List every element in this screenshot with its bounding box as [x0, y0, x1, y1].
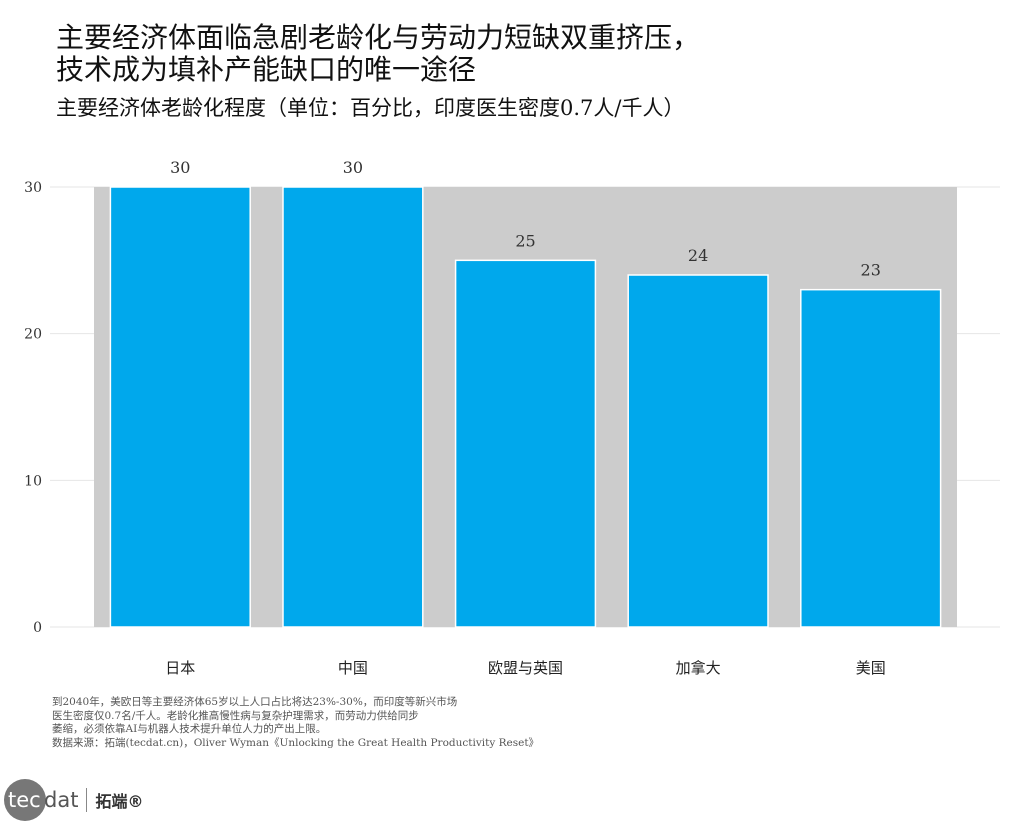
- tecdat-logo: tec dat 拓端®: [4, 779, 143, 821]
- x-tick-label: 加拿大: [676, 659, 721, 677]
- bar-chart: 0 10 20 30 30 日本 30 中国 25 欧盟与英国 24 加拿大 23 美国: [24, 158, 1000, 677]
- bar: [627, 274, 769, 628]
- logo-cn-text: 拓端®: [95, 792, 144, 811]
- note-line-1: 到2040年，美欧日等主要经济体65岁以上人口占比将达23%-30%，而印度等新…: [52, 696, 458, 708]
- chart-notes: 到2040年，美欧日等主要经济体65岁以上人口占比将达23%-30%，而印度等新…: [52, 696, 539, 750]
- bar: [109, 186, 251, 628]
- y-tick-label: 10: [24, 473, 42, 489]
- bar: [282, 186, 424, 628]
- note-line-2: 医生密度仅0.7名/千人。老龄化推高慢性病与复杂护理需求，而劳动力供给同步: [52, 709, 419, 722]
- x-tick-label: 欧盟与英国: [488, 659, 563, 677]
- data-label: 30: [343, 158, 363, 177]
- x-tick-label: 中国: [338, 659, 368, 677]
- data-label: 24: [688, 246, 708, 265]
- note-line-3: 萎缩，必须依靠AI与机器人技术提升单位人力的产出上限。: [52, 723, 327, 735]
- y-tick-label: 30: [24, 180, 42, 196]
- y-tick-label: 0: [33, 620, 42, 636]
- bar: [454, 259, 597, 628]
- chart-title-line-2: 技术成为填补产能缺口的唯一途径: [56, 53, 477, 86]
- logo-divider: [86, 788, 88, 812]
- x-tick-label: 美国: [856, 659, 886, 677]
- data-label: 25: [515, 231, 535, 250]
- y-tick-label: 20: [24, 327, 42, 343]
- x-tick-label: 日本: [165, 659, 195, 677]
- source-line: 数据来源：拓端(tecdat.cn)，Oliver Wyman《Unlockin…: [52, 736, 540, 749]
- chart-title-line-1: 主要经济体面临急剧老龄化与劳动力短缺双重挤压，: [56, 21, 701, 54]
- logo-circle: tec: [4, 779, 46, 821]
- data-label: 23: [861, 261, 881, 280]
- logo-text: dat: [44, 788, 79, 812]
- chart-title: 主要经济体面临急剧老龄化与劳动力短缺双重挤压， 技术成为填补产能缺口的唯一途径: [56, 22, 700, 86]
- chart-subtitle: 主要经济体老龄化程度（单位：百分比，印度医生密度0.7人/千人）: [56, 96, 685, 120]
- bar: [800, 288, 942, 628]
- data-label: 30: [170, 158, 190, 177]
